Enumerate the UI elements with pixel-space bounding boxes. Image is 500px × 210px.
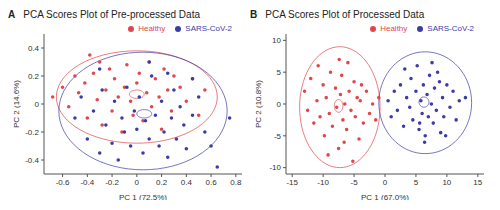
html-text:Healthy: Healthy: [138, 24, 166, 33]
html-text:Healthy: Healthy: [380, 24, 408, 33]
svg-text:10: 10: [272, 36, 281, 45]
svg-text:0.6: 0.6: [206, 178, 218, 187]
svg-text:10: 10: [442, 178, 451, 187]
html-text:PCA Scores Plot of Processed D: PCA Scores Plot of Processed Data: [265, 9, 425, 20]
svg-text:-0.4: -0.4: [25, 156, 39, 165]
svg-text:-5: -5: [351, 178, 359, 187]
svg-text:-10: -10: [317, 178, 329, 187]
svg-text:0: 0: [35, 100, 40, 109]
svg-text:0.4: 0.4: [181, 178, 193, 187]
svg-text:-0.2: -0.2: [105, 178, 119, 187]
svg-text:5: 5: [277, 68, 282, 77]
html-text:SARS-CoV-2: SARS-CoV-2: [185, 24, 232, 33]
svg-text:15: 15: [473, 178, 482, 187]
svg-text:PC 2 (14.6%): PC 2 (14.6%): [12, 80, 21, 128]
svg-text:0: 0: [383, 178, 388, 187]
svg-text:-0.2: -0.2: [25, 128, 39, 137]
html-text:SARS-CoV-2: SARS-CoV-2: [427, 24, 474, 33]
html-text:PCA Scores Plot of Pre-process: PCA Scores Plot of Pre-processed Data: [23, 9, 200, 20]
svg-text:0.4: 0.4: [28, 44, 40, 53]
svg-text:-0.6: -0.6: [56, 178, 70, 187]
svg-text:0: 0: [277, 100, 282, 109]
svg-text:0.8: 0.8: [230, 178, 242, 187]
svg-text:0.2: 0.2: [156, 178, 168, 187]
svg-text:5: 5: [414, 178, 419, 187]
svg-text:-0.4: -0.4: [80, 178, 94, 187]
svg-text:PC 1 (67.0%): PC 1 (67.0%): [361, 193, 409, 200]
html-text:B: B: [250, 9, 258, 20]
html-text:A: A: [8, 9, 16, 20]
svg-text:-10: -10: [269, 163, 281, 172]
svg-text:PC 1 (72.5%): PC 1 (72.5%): [119, 193, 167, 200]
svg-text:-15: -15: [286, 178, 298, 187]
svg-text:0: 0: [135, 178, 140, 187]
svg-text:PC 2 (10.8%): PC 2 (10.8%): [254, 80, 263, 128]
svg-text:-5: -5: [274, 132, 282, 141]
svg-text:0.2: 0.2: [28, 72, 40, 81]
